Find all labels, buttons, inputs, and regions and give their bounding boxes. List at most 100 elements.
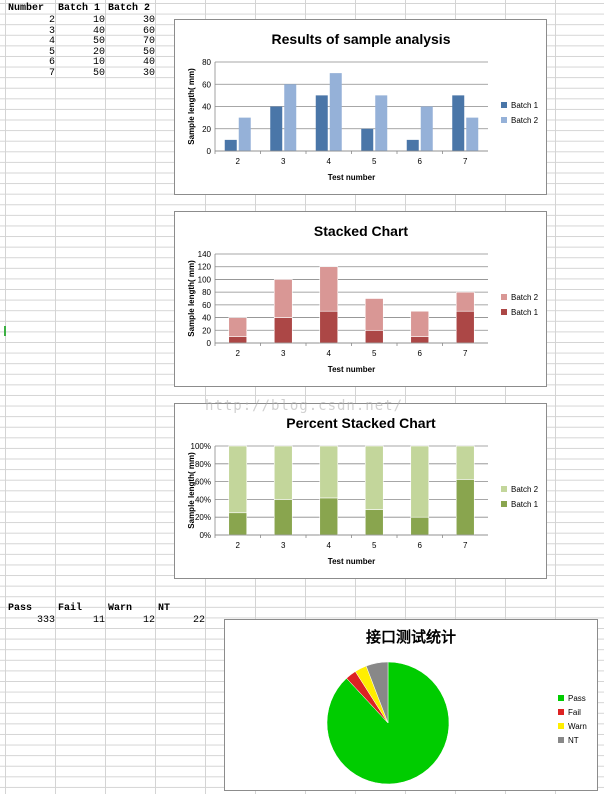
bar-batch-2-7[interactable]	[455, 445, 475, 480]
table-cell[interactable]: 50	[92, 36, 105, 48]
table-cell[interactable]: 50	[92, 68, 105, 79]
bar-batch-2-5[interactable]	[364, 445, 384, 510]
table-cell[interactable]: 60	[142, 25, 155, 37]
chart-svg: Results of sample analysis 0 20 40 60 80 2 3 4 5 6…	[187, 31, 539, 182]
legend-swatch	[501, 501, 507, 507]
bar-batch-2-6[interactable]	[420, 106, 433, 152]
chart-pie-interface-stats[interactable]: 接口测试统计 Pass Fail Warn NT	[224, 619, 598, 791]
bar-batch-1-2[interactable]	[228, 512, 248, 536]
y-tick-label: 60	[202, 301, 211, 310]
bar-batch-1-7[interactable]	[455, 310, 475, 344]
table-cell[interactable]: 7	[48, 68, 55, 79]
x-tick-label: 7	[463, 541, 468, 550]
bar-batch-2-6[interactable]	[410, 310, 430, 337]
bar-batch-2-3[interactable]	[273, 445, 293, 500]
table-cell[interactable]: 70	[142, 36, 155, 48]
bar-batch-1-4[interactable]	[319, 497, 339, 536]
header-pass[interactable]: Pass	[8, 603, 33, 614]
bar-batch-1-7[interactable]	[455, 479, 475, 536]
table-cell[interactable]: 2	[48, 15, 55, 26]
x-tick-label: 6	[418, 541, 423, 550]
bar-batch-2-2[interactable]	[228, 445, 248, 514]
legend-swatch	[558, 695, 564, 701]
table-cell[interactable]: 20	[92, 46, 105, 58]
pie-slice-nt[interactable]	[365, 661, 389, 724]
header-nt[interactable]: NT	[158, 603, 171, 614]
y-axis-label: Sample length( mm)	[187, 260, 196, 337]
x-tick-label: 4	[327, 349, 332, 358]
header-number[interactable]: Number	[8, 3, 45, 14]
bar-batch-2-7[interactable]	[466, 117, 479, 151]
legend-label: Warn	[568, 722, 587, 731]
bar-batch-1-7[interactable]	[452, 95, 465, 151]
bar-batch-2-6[interactable]	[410, 445, 430, 518]
y-axis-label: Sample length( mm)	[187, 452, 196, 529]
value-pass[interactable]: 333	[36, 615, 55, 626]
table-cell[interactable]: 3	[48, 25, 55, 37]
y-tick-label: 40	[202, 103, 211, 112]
header-warn[interactable]: Warn	[108, 603, 133, 614]
header-fail[interactable]: Fail	[58, 603, 83, 614]
cell-cursor-marker	[4, 326, 6, 336]
bar-batch-1-5[interactable]	[364, 329, 384, 344]
bar-batch-2-2[interactable]	[228, 317, 248, 337]
chart-percent-stacked[interactable]: Percent Stacked Chart 0% 20% 40% 60% 80% 100% 2…	[174, 403, 547, 579]
table-cell[interactable]: 10	[92, 57, 105, 69]
chart-stacked[interactable]: Stacked Chart 0 20 40 60 80 100 120 140 2 3 4 5 6 7 Tes…	[174, 211, 547, 387]
bar-batch-1-5[interactable]	[361, 128, 374, 151]
x-axis-label: Test number	[328, 365, 375, 374]
value-warn[interactable]: 12	[142, 615, 155, 626]
bar-batch-2-3[interactable]	[273, 279, 293, 318]
header-batch-1[interactable]: Batch 1	[58, 3, 101, 14]
legend-label: Batch 1	[511, 101, 539, 110]
y-tick-label: 80	[202, 58, 211, 67]
chart-title: 接口测试统计	[366, 628, 456, 646]
value-nt[interactable]: 22	[192, 615, 205, 626]
bar-batch-2-4[interactable]	[319, 445, 339, 499]
value-fail[interactable]: 11	[92, 615, 105, 626]
legend-swatch	[558, 709, 564, 715]
bar-batch-1-3[interactable]	[273, 317, 293, 344]
table-cell[interactable]: 40	[142, 57, 155, 69]
bar-batch-2-5[interactable]	[375, 95, 388, 151]
bar-batch-2-2[interactable]	[238, 117, 251, 151]
bar-batch-1-3[interactable]	[273, 499, 293, 536]
table-cell[interactable]: 10	[92, 15, 105, 26]
bar-batch-1-6[interactable]	[410, 336, 430, 344]
header-batch-2[interactable]: Batch 2	[108, 3, 151, 14]
bar-batch-1-4[interactable]	[315, 95, 328, 151]
y-tick-label: 40%	[195, 495, 211, 504]
bar-batch-2-4[interactable]	[329, 73, 342, 151]
bar-batch-2-3[interactable]	[284, 84, 297, 151]
table-cell[interactable]: 30	[142, 68, 155, 79]
bar-batch-2-5[interactable]	[364, 298, 384, 331]
watermark-text: http://blog.csdn.net/	[205, 398, 404, 414]
table-cell[interactable]: 30	[142, 15, 155, 26]
y-tick-label: 60	[202, 80, 211, 89]
bar-batch-1-2[interactable]	[224, 139, 237, 151]
x-tick-label: 2	[236, 349, 241, 358]
table-cell[interactable]: 50	[142, 46, 155, 58]
bar-batch-1-4[interactable]	[319, 310, 339, 344]
bar-batch-2-7[interactable]	[455, 291, 475, 312]
bar-batch-2-4[interactable]	[319, 266, 339, 312]
y-tick-label: 80	[202, 288, 211, 297]
y-tick-label: 120	[198, 263, 212, 272]
bar-batch-1-5[interactable]	[364, 509, 384, 536]
y-axis-label: Sample length( mm)	[187, 68, 196, 145]
legend-label: Fail	[568, 708, 581, 717]
x-tick-label: 2	[236, 541, 241, 550]
y-tick-label: 0%	[199, 531, 211, 540]
chart-results-sample-analysis[interactable]: Results of sample analysis 0 20 40 60 80 2 3 4 5 6…	[174, 19, 547, 195]
bar-batch-1-6[interactable]	[410, 516, 430, 536]
bar-batch-1-3[interactable]	[270, 106, 283, 152]
table-cell[interactable]: 40	[92, 25, 105, 37]
y-tick-label: 20%	[195, 513, 211, 522]
bar-batch-1-6[interactable]	[406, 139, 419, 151]
x-tick-label: 5	[372, 541, 377, 550]
bar-batch-1-2[interactable]	[228, 336, 248, 344]
table-cell[interactable]: 5	[48, 46, 55, 58]
y-tick-label: 100%	[191, 442, 211, 451]
table-cell[interactable]: 4	[48, 36, 55, 48]
table-cell[interactable]: 6	[48, 57, 55, 69]
